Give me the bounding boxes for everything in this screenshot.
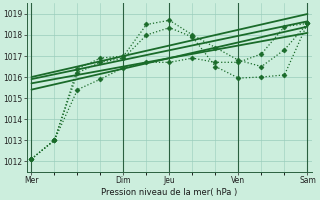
X-axis label: Pression niveau de la mer( hPa ): Pression niveau de la mer( hPa ) xyxy=(101,188,238,197)
